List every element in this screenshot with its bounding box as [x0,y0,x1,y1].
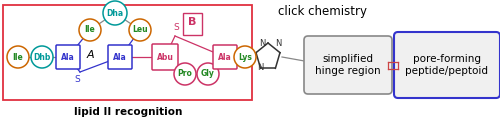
Circle shape [234,46,256,68]
Text: Gly: Gly [201,69,215,79]
Text: N: N [257,64,263,72]
Text: lipid II recognition: lipid II recognition [74,107,182,117]
Text: Dha: Dha [106,8,124,17]
FancyBboxPatch shape [56,45,80,69]
FancyBboxPatch shape [304,36,392,94]
Text: Pro: Pro [178,69,192,79]
Text: N: N [275,39,281,47]
FancyBboxPatch shape [108,45,132,69]
Text: Ala: Ala [218,52,232,62]
FancyBboxPatch shape [152,44,178,70]
Circle shape [103,1,127,25]
Text: Dhb: Dhb [34,52,50,62]
Text: Lys: Lys [238,52,252,62]
Circle shape [79,19,101,41]
Text: simplified
hinge region: simplified hinge region [315,54,381,76]
Circle shape [174,63,196,85]
Text: Ile: Ile [84,25,96,35]
Text: A: A [86,50,94,60]
Text: B: B [188,17,196,27]
Text: pore-forming
peptide/peptoid: pore-forming peptide/peptoid [406,54,488,76]
Circle shape [197,63,219,85]
Text: Leu: Leu [132,25,148,35]
FancyBboxPatch shape [213,45,237,69]
Circle shape [31,46,53,68]
Text: Ala: Ala [113,52,127,62]
Text: Ala: Ala [61,52,75,62]
Text: Abu: Abu [156,52,174,62]
Text: N: N [259,39,265,47]
Text: click chemistry: click chemistry [278,5,367,18]
Text: S: S [173,23,179,32]
FancyBboxPatch shape [394,32,500,98]
Circle shape [7,46,29,68]
Text: S: S [74,75,80,84]
Text: Ile: Ile [12,52,24,62]
Circle shape [129,19,151,41]
